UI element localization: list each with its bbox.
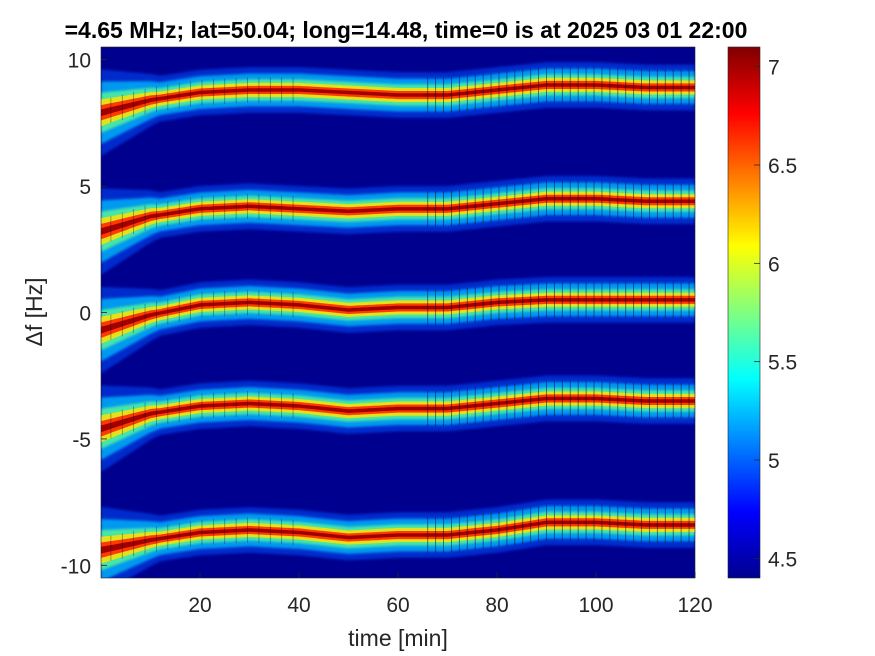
signal-band [101, 375, 695, 473]
band-layer [101, 196, 695, 235]
band-layer [101, 83, 695, 117]
colorbar-ticks: 4.5 5 5.5 6 6.5 7 [754, 57, 797, 571]
signal-band [101, 499, 695, 578]
band-layer [101, 295, 695, 338]
x-tick-label: 120 [677, 594, 712, 617]
signal-band [101, 277, 695, 374]
x-tick-label: 100 [578, 594, 613, 617]
plot-frame [100, 46, 696, 579]
y-tick-label: 0 [79, 303, 91, 326]
heatmap-bands [101, 62, 695, 578]
band-layer [101, 396, 695, 433]
colorbar-tick-label: 6.5 [768, 155, 797, 178]
band-layer [101, 520, 695, 554]
y-tick-label: 10 [68, 50, 91, 73]
x-axis-label: time [min] [348, 625, 448, 651]
signal-band [101, 176, 695, 275]
colorbar-tick-label: 6 [768, 253, 780, 276]
colorbar-tick-label: 7 [768, 57, 780, 80]
x-tick-label: 20 [188, 594, 211, 617]
x-axis: 20 40 60 80 100 120 [188, 572, 713, 617]
colorbar [727, 46, 761, 579]
x-tick-label: 40 [287, 594, 310, 617]
colorbar-tick-label: 5 [768, 450, 780, 473]
y-axis: -10 -5 0 5 10 [61, 50, 107, 578]
x-tick-label: 60 [386, 594, 409, 617]
y-tick-label: 5 [79, 176, 91, 199]
y-tick-label: -5 [72, 429, 91, 452]
colorbar-tick-label: 5.5 [768, 352, 797, 375]
y-tick-label: -10 [61, 555, 91, 578]
x-tick-label: 80 [485, 594, 508, 617]
signal-band [101, 62, 695, 157]
colorbar-tick-label: 4.5 [768, 548, 797, 571]
y-axis-label: Δf [Hz] [21, 277, 47, 346]
chart-title: =4.65 MHz; lat=50.04; long=14.48, time=0… [65, 17, 748, 43]
